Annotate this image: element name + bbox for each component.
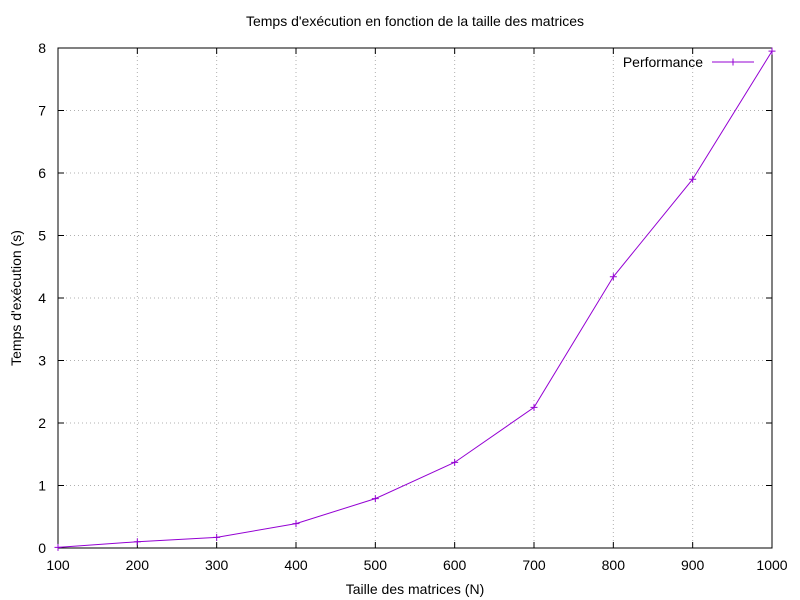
y-tick-label: 3 [38, 353, 46, 369]
data-point [133, 538, 141, 546]
data-point [768, 47, 776, 55]
x-tick-label: 800 [602, 557, 626, 573]
legend: Performance [623, 54, 754, 70]
x-tick-label: 200 [126, 557, 150, 573]
series-line [57, 50, 773, 548]
x-tick-label: 600 [443, 557, 467, 573]
y-tick-label: 4 [38, 290, 46, 306]
y-tick-label: 0 [38, 540, 46, 556]
legend-label: Performance [623, 54, 703, 70]
x-tick-label: 1000 [756, 557, 787, 573]
series-layer [54, 47, 776, 551]
data-point [213, 533, 221, 541]
legend-marker [729, 58, 737, 66]
y-tick-label: 1 [38, 478, 46, 494]
x-axis-label: Taille des matrices (N) [346, 581, 484, 597]
data-point [689, 175, 697, 183]
x-tick-label: 700 [522, 557, 546, 573]
x-tick-label: 500 [364, 557, 388, 573]
x-tick-label: 400 [284, 557, 308, 573]
x-tick-label: 100 [46, 557, 70, 573]
data-point [530, 403, 538, 411]
data-point [451, 458, 459, 466]
ticks-layer: 100 200 300 400 500 600 700 800 900 1000 0 1 2 3 4 5 6 7 8 [38, 40, 788, 573]
data-point [292, 520, 300, 528]
y-axis-label: Temps d'exécution (s) [8, 230, 24, 366]
y-tick-label: 8 [38, 40, 46, 56]
chart-title: Temps d'exécution en fonction de la tail… [246, 13, 584, 29]
y-tick-label: 5 [38, 228, 46, 244]
data-point [371, 495, 379, 503]
y-tick-label: 2 [38, 415, 46, 431]
y-tick-label: 7 [38, 103, 46, 119]
data-point [609, 273, 617, 281]
grid-layer [58, 48, 772, 548]
x-tick-label: 900 [681, 557, 705, 573]
data-point [54, 543, 62, 551]
x-tick-label: 300 [205, 557, 229, 573]
y-tick-label: 6 [38, 165, 46, 181]
